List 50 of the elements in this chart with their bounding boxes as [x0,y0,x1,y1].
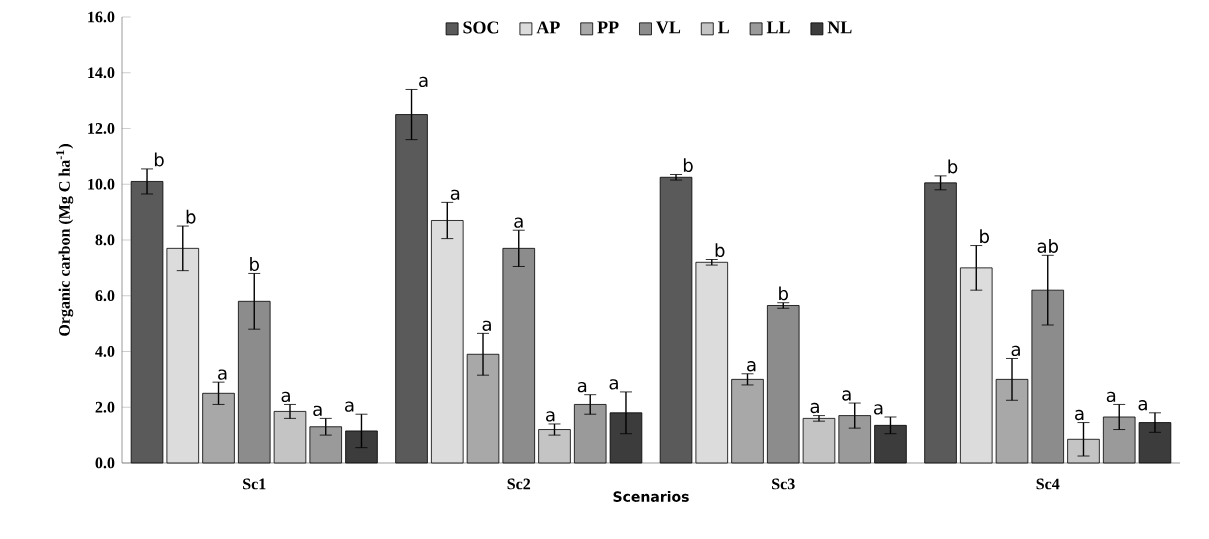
data-label: a [345,401,354,412]
x-tick-label: Sc3 [772,478,795,490]
data-label: a [1106,391,1116,403]
data-label: b [948,159,958,174]
y-tick-label: 8.0 [95,234,115,246]
data-label: a [281,391,290,403]
data-label: a [577,381,587,393]
data-label: a [1138,400,1147,411]
data-label: b [186,209,196,224]
data-label: a [874,404,883,415]
y-tick-label: 12.0 [88,123,115,134]
legend-label: SOC [463,21,499,34]
y-tick-label: 10.0 [88,178,115,190]
legend-label: NL [827,21,852,34]
y-tick-label: 14.0 [88,67,115,79]
data-label: a [609,379,618,390]
y-tick-label: 2.0 [95,401,115,413]
y-tick-label: 4.0 [95,346,115,357]
data-label: b [250,257,259,272]
legend-label: PP [597,21,619,34]
data-label: a [313,405,322,416]
data-label: b [779,286,788,301]
data-label: a [419,76,428,88]
x-tick-label: Sc1 [243,478,266,490]
legend-label: AP [536,21,560,34]
data-label: b [980,229,989,244]
data-label: a [482,320,491,331]
data-label: a [514,217,523,228]
x-tick-label: Sc2 [507,478,531,490]
data-label: a [810,402,819,414]
data-label: a [450,189,460,200]
y-tick-label: 0.0 [95,457,115,469]
y-axis-title: Organic carbon (Mg C ha$^{-1}$) [56,144,74,336]
data-label: a [1075,409,1084,421]
data-label: a [218,369,227,380]
data-label: b [683,158,693,173]
data-label: ab [1037,238,1058,253]
data-label: b [154,152,164,167]
legend-label: LL [766,21,790,34]
x-tick-label: Sc4 [1036,478,1060,490]
y-tick-label: 6.0 [95,290,115,302]
data-label: b [715,243,725,258]
data-label: a [1011,345,1020,357]
data-label: a [546,411,555,422]
legend-label: L [718,21,729,34]
legend-label: VL [656,21,681,34]
x-axis-title: Scenarios [613,491,689,502]
data-label: a [747,361,756,372]
y-tick-label: 16.0 [88,11,115,23]
data-label: a [842,390,851,401]
